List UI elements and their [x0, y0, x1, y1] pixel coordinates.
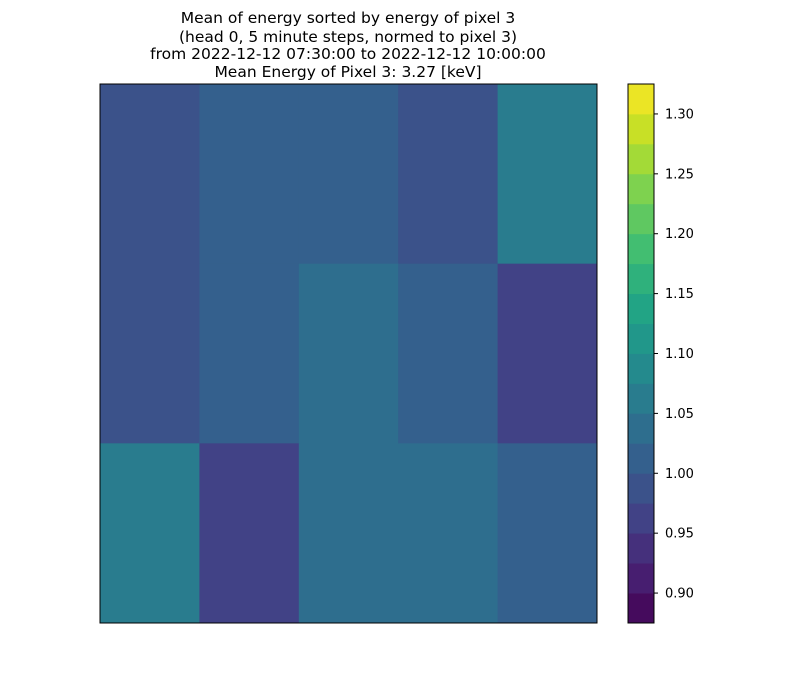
colorbar-tick-label: 1.20: [665, 227, 694, 242]
heatmap-plot: [100, 84, 598, 624]
heatmap-cell: [100, 263, 200, 444]
colorbar-segment: [628, 293, 654, 324]
colorbar-tick-label: 1.30: [665, 107, 694, 122]
heatmap-frame: [99, 83, 598, 624]
colorbar-segment: [628, 323, 654, 354]
heatmap-cell: [199, 84, 300, 265]
chart-title: Mean of energy sorted by energy of pixel…: [150, 9, 546, 81]
heatmap-cell: [497, 443, 598, 624]
heatmap-cell: [497, 263, 598, 444]
colorbar-segment: [628, 473, 654, 504]
colorbar: [628, 84, 654, 624]
colorbar-segment: [628, 443, 654, 474]
colorbar-tick-label: 1.05: [665, 407, 694, 422]
colorbar-tick-label: 0.90: [665, 587, 694, 602]
colorbar-segment: [628, 503, 654, 534]
colorbar-segment: [628, 143, 654, 175]
title-line-2: (head 0, 5 minute steps, normed to pixel…: [179, 28, 517, 46]
colorbar-segment: [628, 84, 654, 115]
heatmap-cell: [497, 84, 598, 265]
colorbar-segment: [628, 263, 654, 295]
heatmap-cell: [298, 84, 399, 265]
heatmap-cell: [199, 443, 300, 624]
heatmap-cell: [298, 443, 399, 624]
colorbar-tick-label: 1.10: [665, 347, 694, 362]
heatmap-cell: [298, 263, 399, 444]
colorbar-segment: [628, 113, 654, 145]
colorbar-segment: [628, 533, 654, 564]
colorbar-tick-label: 1.00: [665, 467, 694, 482]
heatmap-cell: [398, 84, 499, 265]
colorbar-segment: [628, 203, 654, 235]
title-line-3: from 2022-12-12 07:30:00 to 2022-12-12 1…: [150, 45, 546, 63]
colorbar-tick-label: 1.15: [665, 287, 694, 302]
heatmap-cell: [100, 84, 200, 265]
heatmap-cell: [398, 263, 499, 444]
title-line-4: Mean Energy of Pixel 3: 3.27 [keV]: [214, 63, 481, 81]
heatmap-cell: [199, 263, 300, 444]
colorbar-segment: [628, 563, 654, 594]
colorbar-segment: [628, 233, 654, 265]
colorbar-tick-label: 1.25: [665, 167, 694, 182]
heatmap-cell: [100, 443, 200, 624]
colorbar-segment: [628, 173, 654, 205]
colorbar-segment: [628, 593, 654, 624]
heatmap-cell: [398, 443, 499, 624]
colorbar-tick-label: 0.95: [665, 527, 694, 542]
colorbar-axis: 0.90 0.95 1.00 1.05 1.10 1.15 1.20 1.25 1.30: [654, 107, 694, 602]
title-line-1: Mean of energy sorted by energy of pixel…: [181, 9, 515, 27]
colorbar-segment: [628, 353, 654, 384]
colorbar-segment: [628, 383, 654, 414]
colorbar-segment: [628, 413, 654, 444]
